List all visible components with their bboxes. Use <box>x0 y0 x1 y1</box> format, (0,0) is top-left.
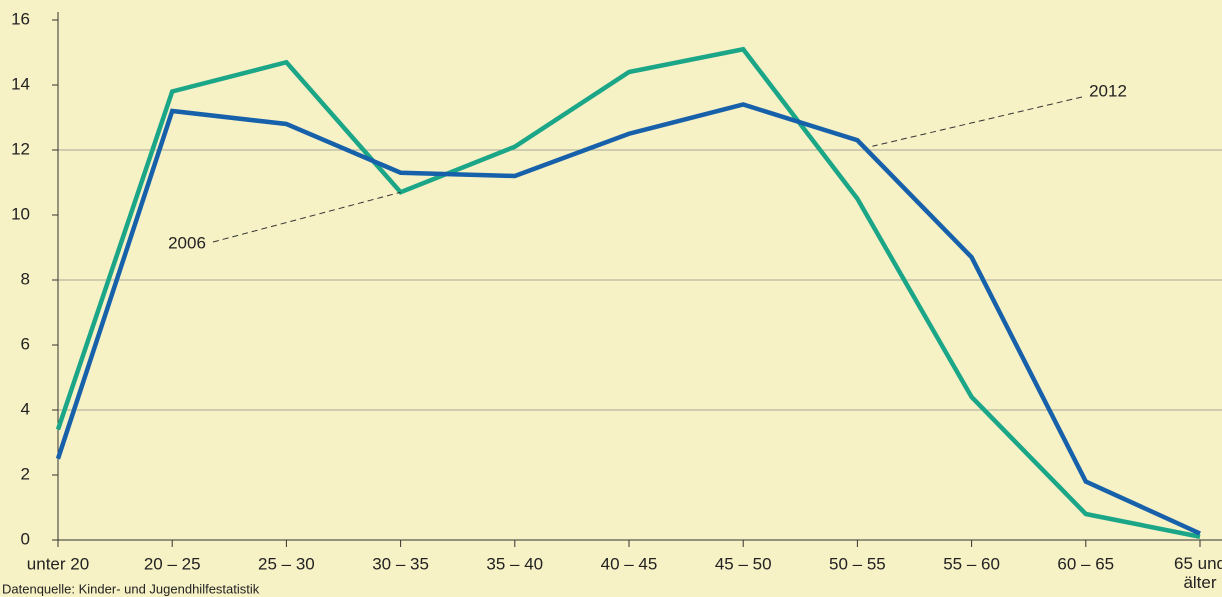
x-tick-label: 40 – 45 <box>601 554 658 573</box>
x-tick-label-part: 65 und <box>1174 554 1222 573</box>
y-tick-label: 6 <box>21 334 30 353</box>
x-tick-label: 25 – 30 <box>258 554 315 573</box>
line-series <box>55 46 1201 539</box>
x-tick-label: 35 – 40 <box>486 554 543 573</box>
series-label: 2006 <box>168 233 206 252</box>
label-leader <box>212 191 401 243</box>
y-tick-label: 16 <box>11 9 30 28</box>
x-tick-label: unter 20 <box>27 554 89 573</box>
y-tick-label: 12 <box>11 139 30 158</box>
y-tick-label: 10 <box>11 204 30 223</box>
label-leader <box>872 96 1083 147</box>
series-label: 2012 <box>1089 81 1127 100</box>
x-tick-label: 65 und älter <box>1174 554 1222 592</box>
x-tick-label: 55 – 60 <box>943 554 1000 573</box>
line-series <box>55 102 1201 536</box>
x-tick-label: 30 – 35 <box>372 554 429 573</box>
y-tick-label: 14 <box>11 74 30 93</box>
y-tick-label: 2 <box>21 464 30 483</box>
x-tick-label-part: älter <box>1183 573 1216 592</box>
y-tick-label: 4 <box>21 399 30 418</box>
x-tick-label: 20 – 25 <box>144 554 201 573</box>
x-tick-label: 50 – 55 <box>829 554 886 573</box>
x-tick-label: 60 – 65 <box>1057 554 1114 573</box>
y-tick-label: 0 <box>21 529 30 548</box>
x-tick-label: 45 – 50 <box>715 554 772 573</box>
y-tick-label: 8 <box>21 269 30 288</box>
source: Datenquelle: Kinder- und Jugendhilfestat… <box>2 581 260 596</box>
